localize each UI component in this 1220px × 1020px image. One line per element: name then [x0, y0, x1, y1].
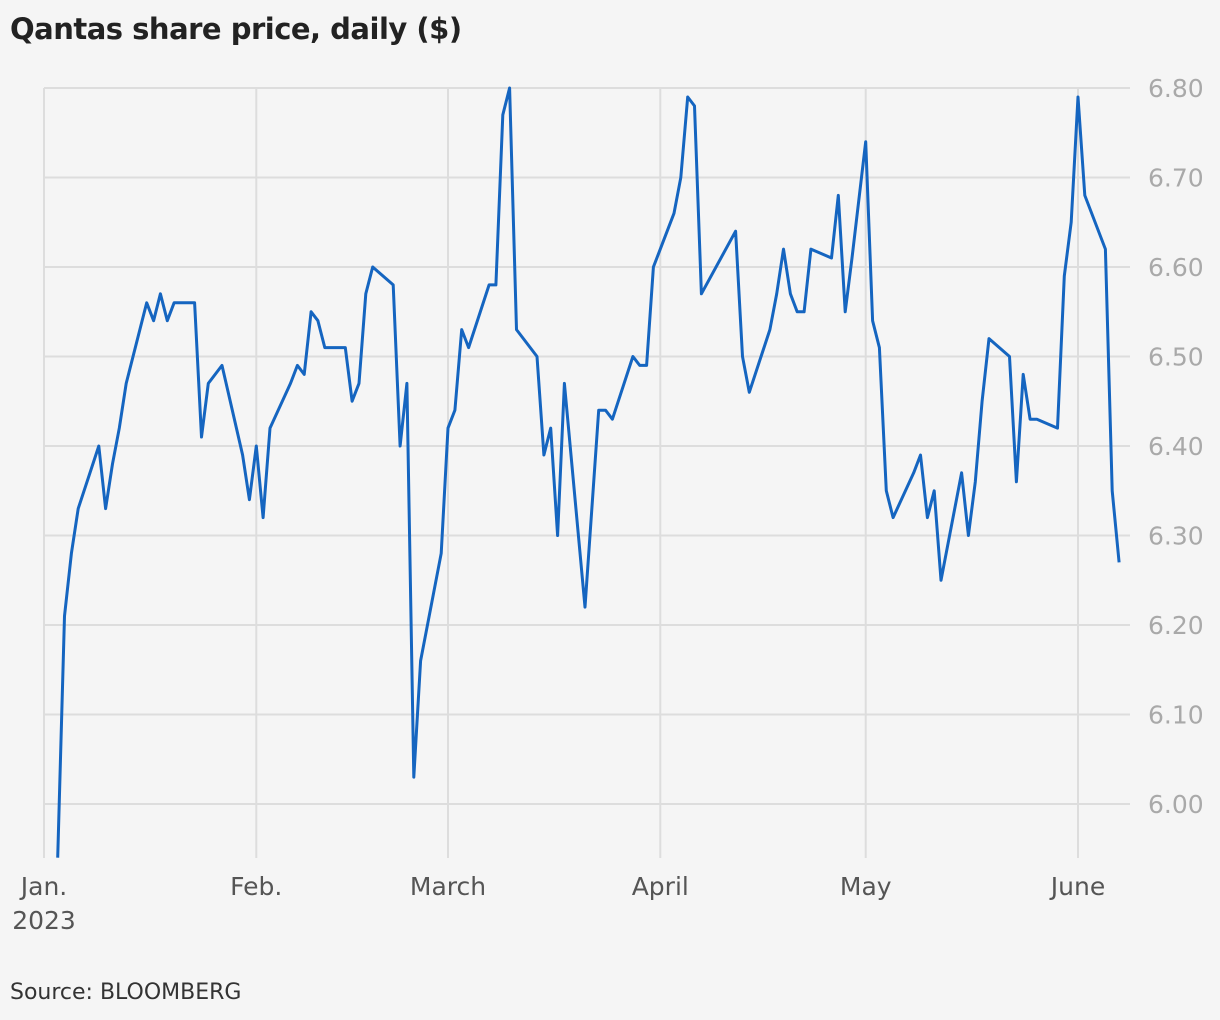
y-tick-label: 6.10 [1148, 701, 1204, 730]
x-tick-label: May [840, 872, 892, 901]
y-tick-label: 6.80 [1148, 74, 1204, 103]
x-tick-sublabel: 2023 [12, 906, 76, 935]
chart-title: Qantas share price, daily ($) [10, 12, 462, 46]
data-points [58, 88, 1120, 858]
horizontal-gridlines [44, 87, 1130, 805]
x-tick-label: April [632, 872, 689, 901]
y-tick-label: 6.20 [1148, 611, 1204, 640]
x-axis-tick-labels: Jan. 2023 Feb. March April May June [12, 872, 1105, 935]
y-tick-label: 6.70 [1148, 164, 1204, 193]
x-tick-label: March [410, 872, 486, 901]
y-tick-label: 6.50 [1148, 343, 1204, 372]
y-tick-label: 6.40 [1148, 432, 1204, 461]
y-tick-label: 6.60 [1148, 253, 1204, 282]
share-price-line [56, 86, 1121, 858]
y-axis-tick-labels: 6.00 6.10 6.20 6.30 6.40 6.50 6.60 6.70 6.80 [1148, 74, 1204, 819]
y-tick-label: 6.00 [1148, 790, 1204, 819]
y-tick-label: 6.30 [1148, 522, 1204, 551]
vertical-gridlines [43, 88, 1079, 858]
x-tick-label: June [1049, 872, 1105, 901]
x-tick-label: Feb. [230, 872, 282, 901]
x-tick-label: Jan. [19, 872, 67, 901]
source-note: Source: BLOOMBERG [10, 980, 242, 1005]
